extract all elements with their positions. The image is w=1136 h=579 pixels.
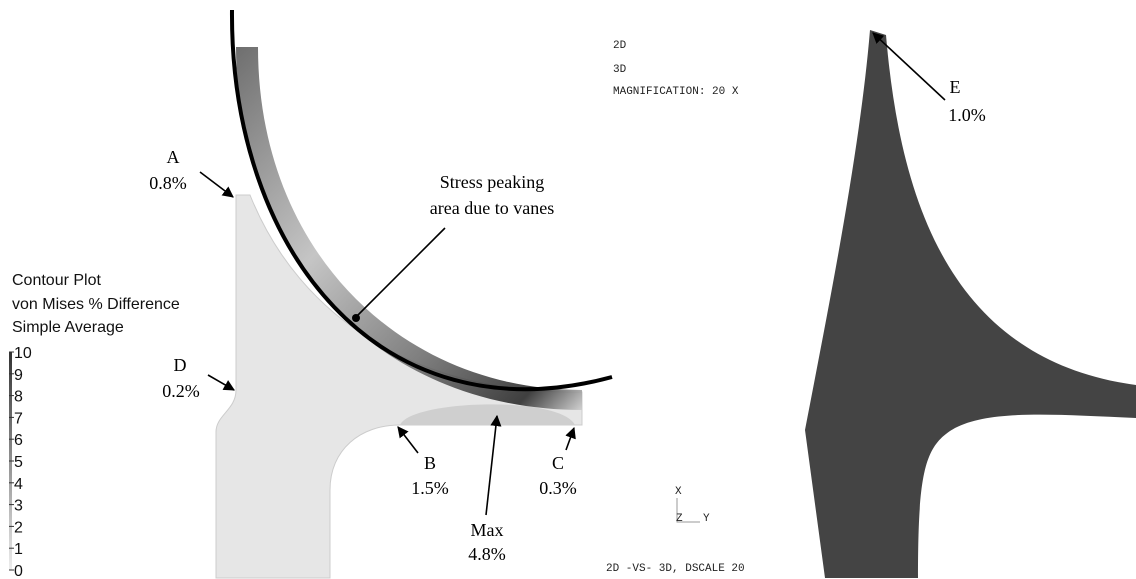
callout-line [355,227,446,318]
annotation-label: A [167,147,180,167]
arrow-b [397,426,419,454]
annotation-label: E [950,77,961,97]
arrow-a [199,171,234,198]
header-text: 3D [613,64,627,76]
colorbar-label: 10 [14,345,32,362]
callout-dot [352,314,360,322]
colorbar-label: 1 [14,541,23,558]
base-contour [400,404,575,425]
annotation-value: 0.3% [539,478,577,498]
axis-label: X [675,486,682,498]
arrow-d [207,374,235,391]
annotation-label: B [424,453,436,473]
legend-title: Contour Plot [12,272,101,289]
arrow-max [485,414,502,516]
header-text: 2D [613,40,627,52]
colorbar-label: 3 [14,498,23,515]
callout-text: area due to vanes [430,198,554,218]
header-text: MAGNIFICATION: 20 X [613,86,739,98]
axis-triad [676,498,700,523]
annotation-label: Max [471,520,504,540]
footer-text: 2D -VS- 3D, DSCALE 20 [606,563,745,575]
colorbar-label: 0 [14,563,23,579]
axis-label: Y [703,513,710,525]
colorbar-label: 8 [14,389,23,406]
arrow-e [872,32,946,101]
annotation-value: 1.5% [411,478,449,498]
annotation-value: 0.2% [162,381,200,401]
colorbar-label: 4 [14,476,23,493]
deformed-shape [805,30,1136,578]
axis-label: Z [676,513,683,525]
legend-title: von Mises % Difference [12,296,180,313]
annotation-value: 4.8% [468,544,506,564]
base-region [215,194,583,579]
colorbar-label: 7 [14,410,23,427]
arrow-c [565,426,576,451]
colorbar-label: 6 [14,432,23,449]
ring-outline [229,9,613,392]
legend-title: Simple Average [12,319,124,336]
annotation-label: D [174,355,187,375]
colorbar-label: 9 [14,367,23,384]
colorbar-label: 5 [14,454,23,471]
colorbar-label: 2 [14,519,23,536]
annotation-value: 0.8% [149,173,187,193]
callout-text: Stress peaking [440,172,544,192]
annotation-value: 1.0% [948,105,986,125]
annotation-label: C [552,453,564,473]
